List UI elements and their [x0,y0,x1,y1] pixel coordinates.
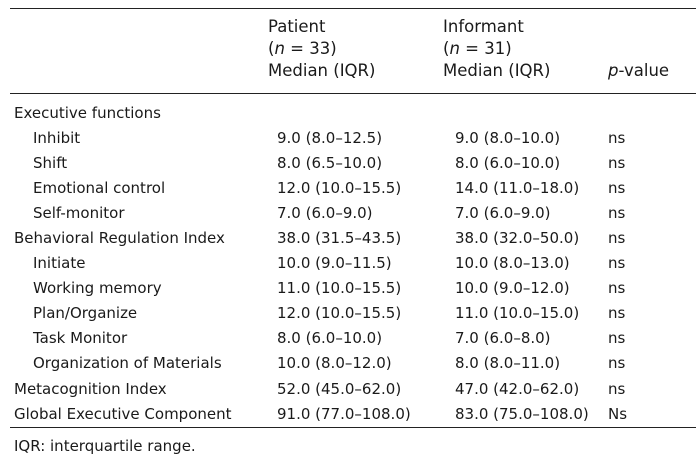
informant-median-iqr: 83.0 (75.0–108.0) [455,404,589,423]
table-row: Initiate 10.0 (9.0–11.5) 10.0 (8.0–13.0) ns [14,251,678,276]
header-patient-n: (n = 33) [268,39,337,58]
header-informant-n: (n = 31) [443,39,512,58]
p-value: ns [608,329,626,348]
table-row: Organization of Materials 10.0 (8.0–12.0)… [14,351,678,376]
table-row: Working memory 11.0 (10.0–15.5) 10.0 (9.0–… [14,276,678,301]
patient-median-iqr: 52.0 (45.0–62.0) [277,379,402,398]
table-row: Metacognition Index 52.0 (45.0–62.0) 47.0 … [14,376,678,401]
informant-median-iqr [443,100,608,125]
patient-median-iqr: 9.0 (8.0–12.5) [277,128,383,147]
informant-median-iqr: 10.0 (9.0–12.0) [455,279,570,298]
row-label: Inhibit [33,128,81,147]
header-patient-stat: Median (IQR) [268,61,376,80]
table-row: Plan/Organize 12.0 (10.0–15.5) 11.0 (10.0–… [14,301,678,326]
header-patient-title: Patient [268,17,326,36]
header-rule [10,93,696,94]
p-value: ns [608,128,626,147]
informant-median-iqr: 7.0 (6.0–9.0) [455,203,551,222]
row-label: Global Executive Component [14,404,232,423]
row-label: Executive functions [14,103,161,122]
p-value: ns [608,279,626,298]
p-value: ns [608,153,626,172]
informant-median-iqr: 38.0 (32.0–50.0) [455,229,580,248]
table-row: Executive functions [14,100,678,125]
informant-median-iqr: 7.0 (6.0–8.0) [455,329,551,348]
patient-median-iqr: 38.0 (31.5–43.5) [277,229,402,248]
bottom-rule [10,427,696,428]
p-value [608,100,678,125]
table-row: Shift 8.0 (6.5–10.0) 8.0 (6.0–10.0) ns [14,150,678,175]
informant-median-iqr: 10.0 (8.0–13.0) [455,254,570,273]
patient-median-iqr: 11.0 (10.0–15.5) [277,279,402,298]
row-label: Behavioral Regulation Index [14,229,225,248]
informant-median-iqr: 8.0 (6.0–10.0) [455,153,561,172]
p-value: ns [608,178,626,197]
row-label: Shift [33,153,68,172]
p-value: ns [608,379,626,398]
header-informant-stat: Median (IQR) [443,61,551,80]
patient-median-iqr: 8.0 (6.0–10.0) [277,329,383,348]
informant-median-iqr: 8.0 (8.0–11.0) [455,354,561,373]
patient-median-iqr: 91.0 (77.0–108.0) [277,404,411,423]
row-label: Initiate [33,254,86,273]
row-label: Metacognition Index [14,379,167,398]
header-informant-title: Informant [443,17,524,36]
table-row: Task Monitor 8.0 (6.0–10.0) 7.0 (6.0–8.0) n… [14,326,678,351]
top-rule [10,8,696,9]
informant-median-iqr: 11.0 (10.0–15.0) [455,304,580,323]
header-patient: Patient (n = 33) Median (IQR) [268,16,375,82]
row-label: Emotional control [33,178,166,197]
p-value: ns [608,354,626,373]
p-value: ns [608,229,626,248]
patient-median-iqr [268,100,443,125]
p-value: ns [608,304,626,323]
table-row: Self-monitor 7.0 (6.0–9.0) 7.0 (6.0–9.0) ns [14,200,678,225]
informant-median-iqr: 14.0 (11.0–18.0) [455,178,580,197]
patient-median-iqr: 8.0 (6.5–10.0) [277,153,383,172]
patient-median-iqr: 10.0 (8.0–12.0) [277,354,392,373]
informant-median-iqr: 9.0 (8.0–10.0) [455,128,561,147]
table-row: Emotional control 12.0 (10.0–15.5) 14.0 (1… [14,175,678,200]
header-pvalue: p-value [608,61,670,80]
patient-median-iqr: 12.0 (10.0–15.5) [277,178,402,197]
p-value: Ns [608,404,628,423]
row-label: Working memory [33,279,162,298]
table-row: Behavioral Regulation Index 38.0 (31.5–43… [14,225,678,250]
table-row: Global Executive Component 91.0 (77.0–108… [14,401,678,426]
p-value: ns [608,254,626,273]
row-label: Self-monitor [33,203,125,222]
informant-median-iqr: 47.0 (42.0–62.0) [455,379,580,398]
p-value: ns [608,203,626,222]
results-table: Executive functions Inhibit 9.0 (8.0–12.5)… [14,100,678,426]
footnote: IQR: interquartile range. [14,437,196,455]
row-label: Task Monitor [33,329,128,348]
row-label: Plan/Organize [33,304,138,323]
patient-median-iqr: 12.0 (10.0–15.5) [277,304,402,323]
patient-median-iqr: 7.0 (6.0–9.0) [277,203,373,222]
patient-median-iqr: 10.0 (9.0–11.5) [277,254,392,273]
header-informant: Informant (n = 31) Median (IQR) [443,16,550,82]
row-label: Organization of Materials [33,354,222,373]
table-row: Inhibit 9.0 (8.0–12.5) 9.0 (8.0–10.0) ns [14,125,678,150]
